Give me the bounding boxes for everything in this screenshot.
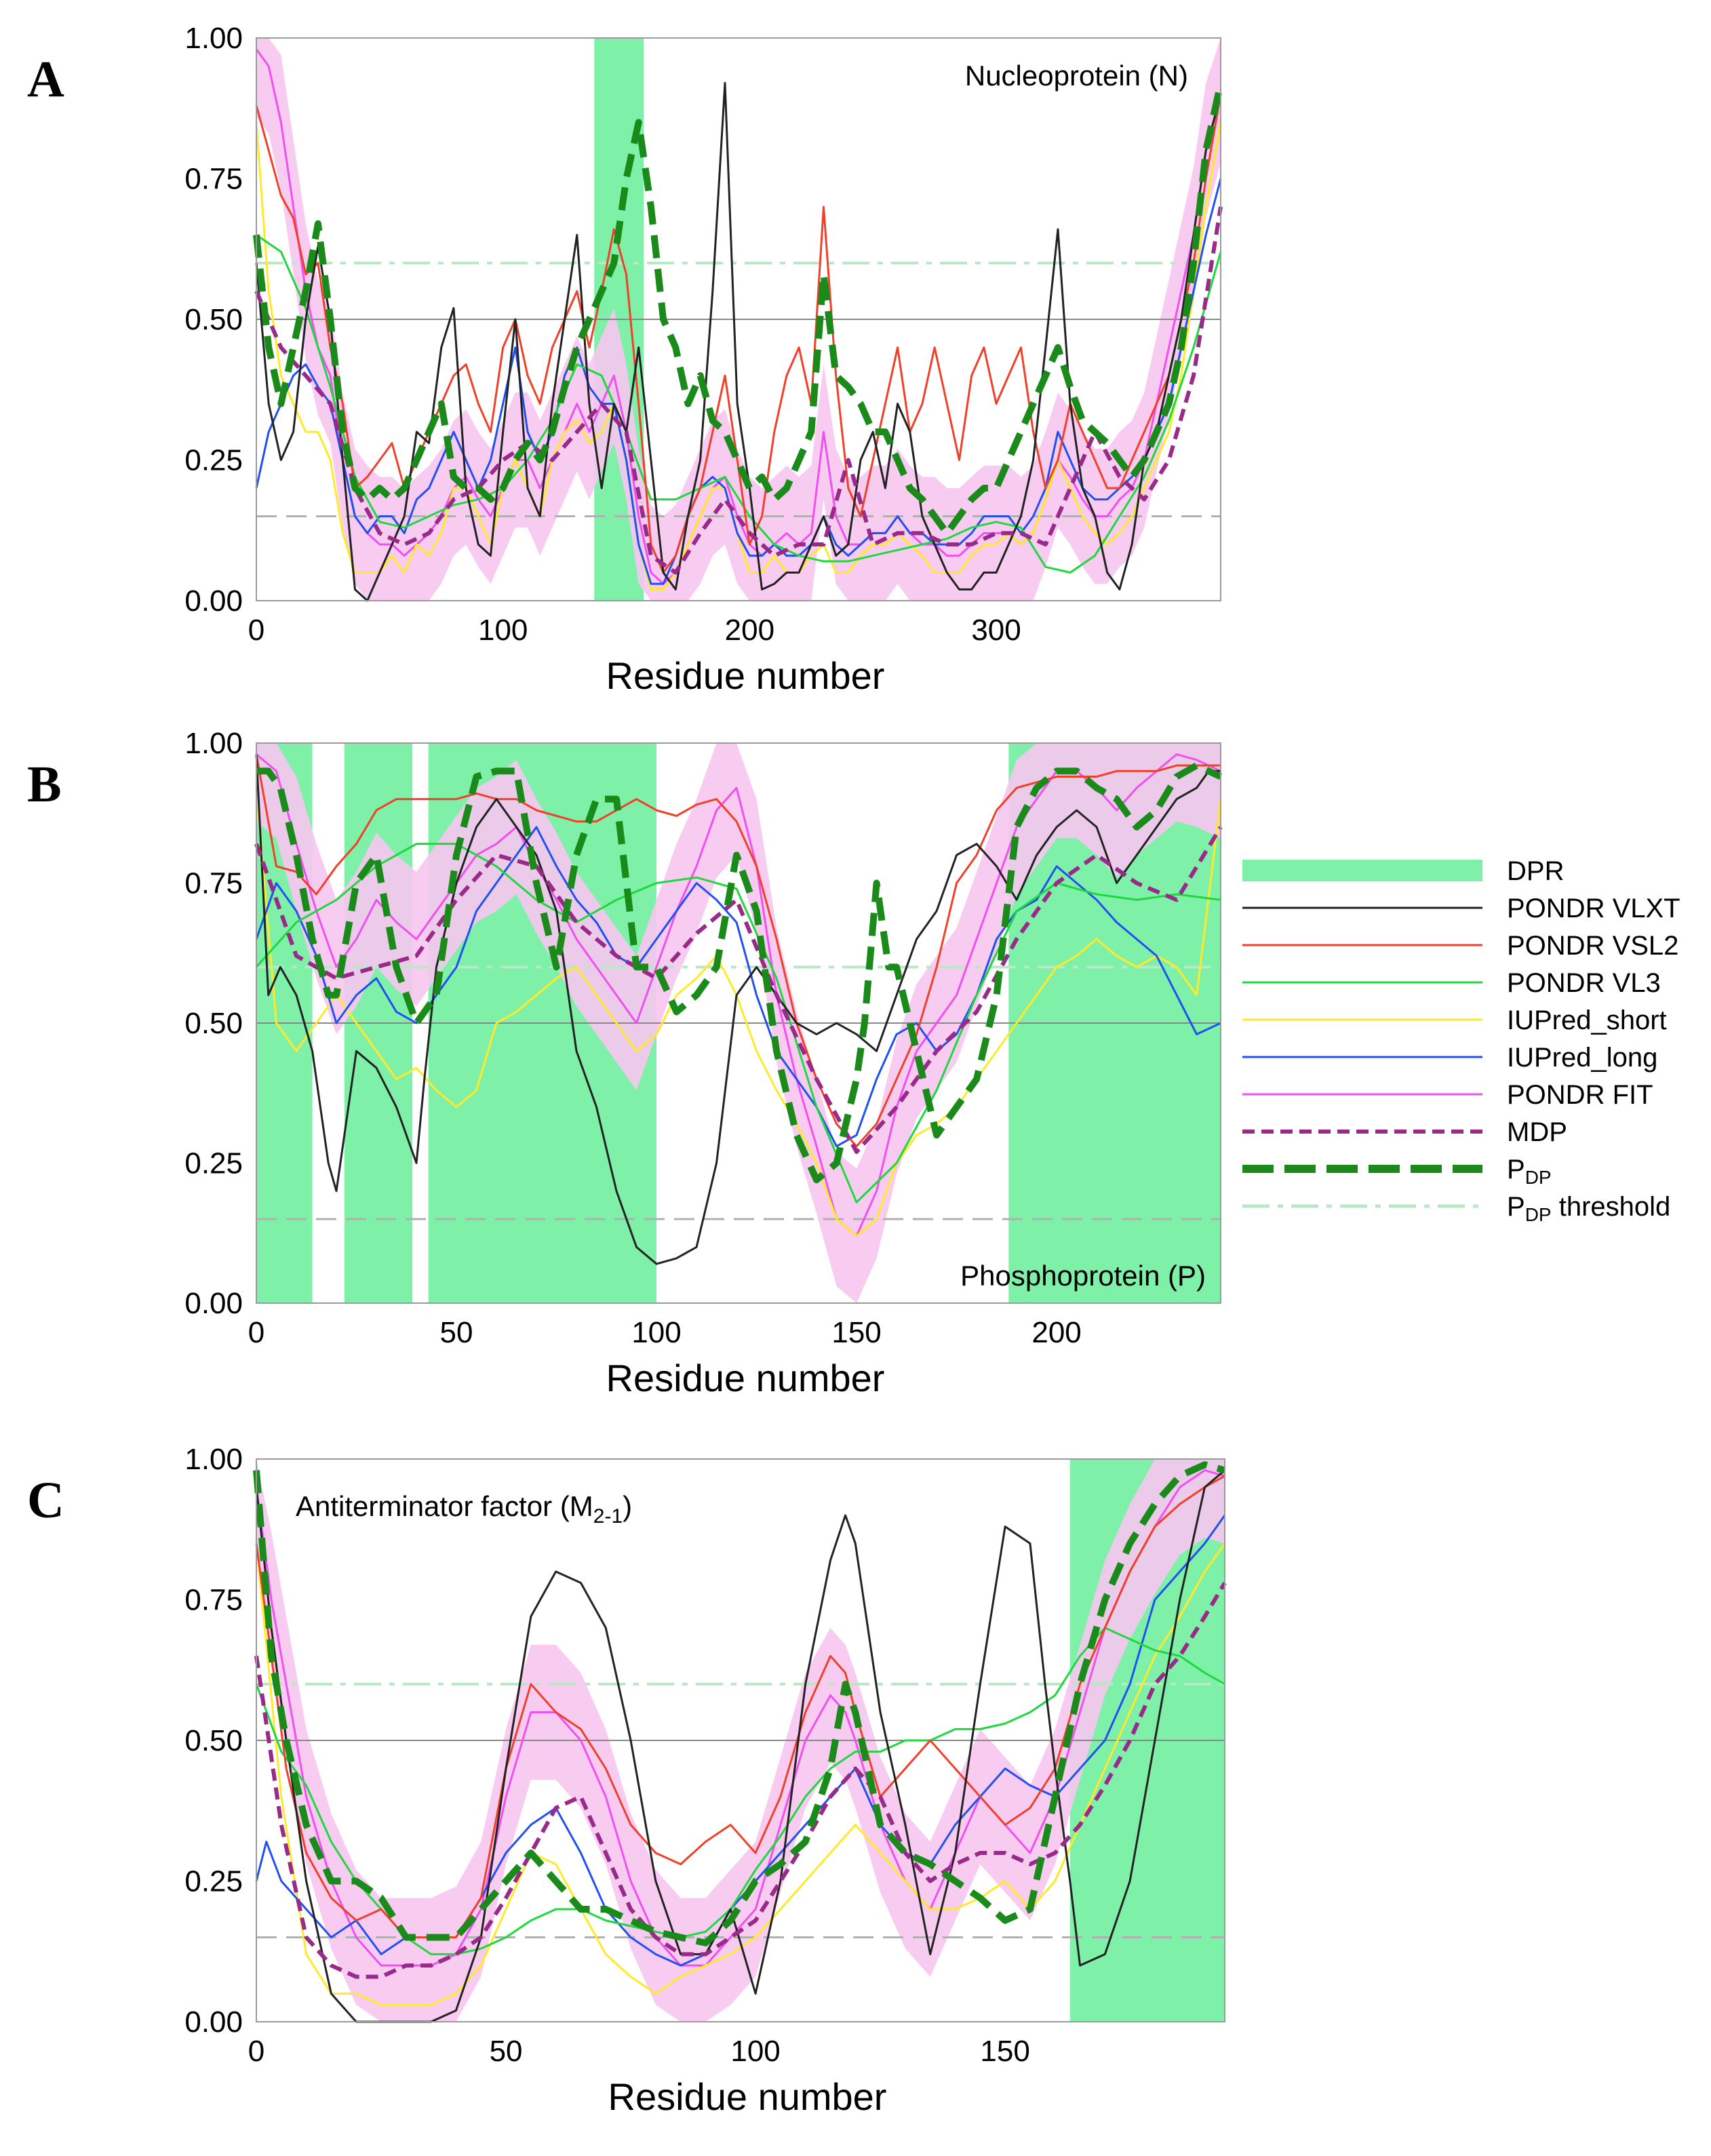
series-line-pondr-vlxt: [255, 81, 1222, 602]
legend-item-iupred-long: IUPred_long: [1242, 1043, 1657, 1073]
x-tick-label: 200: [1031, 1316, 1081, 1349]
legend-item-pondr-vsl2: PONDR VSL2: [1242, 931, 1678, 961]
y-tick-label: 0.25: [184, 444, 243, 477]
plot-frame: [256, 37, 1221, 601]
legend-swatch-band: [1242, 860, 1482, 881]
pondr-fit-error-band: [256, 1459, 1225, 2022]
y-tick-label: 0.00: [184, 584, 243, 618]
panel-c: C 0.00 0.25 0.50 0.75 1.00 0 50 100 150 Residue nu…: [27, 1443, 1227, 2118]
panel-letter: C: [27, 1472, 64, 1529]
x-tick-label: 200: [725, 614, 774, 647]
legend-item-iupred-short: IUPred_short: [1242, 1005, 1667, 1035]
legend-item-pondr-vlxt: PONDR VLXT: [1242, 894, 1680, 923]
y-tick-label: 0.50: [184, 1007, 243, 1040]
panel-b: B 0.00 0.25 0.50 0.75 1.00 0 50 100 150 200 Residue…: [27, 727, 1223, 1399]
panel-title: Nucleoprotein (N): [965, 60, 1188, 92]
y-tick-label: 0.25: [184, 1147, 243, 1180]
legend-item-pondr-fit: PONDR FIT: [1242, 1080, 1653, 1110]
x-axis-label: Residue number: [606, 1357, 885, 1399]
y-tick-label: 0.50: [184, 1724, 243, 1757]
legend-item-pondr-vl3: PONDR VL3: [1242, 968, 1661, 998]
legend-label: PONDR VSL2: [1507, 931, 1678, 961]
x-tick-label: 100: [478, 614, 528, 647]
series-line-iupred-short: [255, 1542, 1226, 2006]
legend-item-p-dp: PDP: [1242, 1155, 1552, 1188]
legend-item-dpr: DPR: [1242, 856, 1564, 886]
panel-title: Antiterminator factor (M2-1): [296, 1490, 632, 1528]
legend-label: PDP threshold: [1507, 1192, 1670, 1225]
series-line-pondr-vlxt: [255, 754, 1221, 1265]
x-tick-label: 150: [980, 2035, 1029, 2068]
legend-label: MDP: [1507, 1117, 1567, 1147]
panel-a: A 0.00 0.25 0.50 0.75 1.00 0 100 200 300 Residue n…: [27, 22, 1224, 697]
series-line-p-dp: [256, 762, 1223, 1184]
panel-letter: A: [27, 51, 64, 108]
plot-frame: [256, 742, 1221, 1304]
series-line-mdp: [254, 826, 1223, 1154]
panel-title: Phosphoprotein (P): [960, 1260, 1206, 1292]
legend: DPR PONDR VLXT PONDR VSL2 PONDR VL3 IUPred_s…: [1242, 856, 1680, 1225]
x-tick-label: 0: [248, 614, 264, 647]
x-tick-label: 100: [631, 1316, 681, 1349]
legend-label: PONDR FIT: [1507, 1080, 1653, 1110]
series-line-iupred-long: [255, 826, 1221, 1148]
y-tick-label: 0.00: [184, 2005, 243, 2039]
series-line-mdp: [254, 206, 1223, 575]
series-line-pondr-vl3: [255, 1626, 1225, 1955]
x-tick-label: 0: [248, 1316, 264, 1349]
y-tick-label: 1.00: [184, 727, 243, 760]
series-line-pondr-vl3: [256, 234, 1222, 574]
x-tick-label: 50: [490, 2035, 523, 2068]
y-tick-label: 0.75: [184, 867, 243, 900]
x-tick-label: 50: [440, 1316, 473, 1349]
series-line-iupred-long: [255, 178, 1222, 585]
x-axis-label: Residue number: [606, 654, 885, 697]
y-tick-label: 1.00: [184, 1443, 243, 1476]
legend-label: IUPred_short: [1507, 1005, 1667, 1035]
legend-label: PDP: [1507, 1155, 1552, 1188]
legend-label: PONDR VLXT: [1507, 894, 1680, 923]
x-tick-label: 100: [730, 2035, 780, 2068]
legend-label: PONDR VL3: [1507, 968, 1661, 998]
series-line-mdp: [254, 1582, 1227, 1979]
y-tick-label: 0.75: [184, 1584, 243, 1617]
plot-frame: [256, 1458, 1225, 2022]
legend-label: IUPred_long: [1507, 1043, 1657, 1073]
x-tick-label: 300: [971, 614, 1021, 647]
series-line-pondr-vsl2: [255, 754, 1221, 1148]
y-tick-label: 0.25: [184, 1865, 243, 1898]
x-tick-label: 150: [831, 1316, 881, 1349]
legend-item-mdp: MDP: [1242, 1117, 1567, 1147]
y-tick-label: 0.00: [184, 1287, 243, 1320]
series-line-p-dp: [253, 1461, 1226, 1947]
legend-item-p-dp-threshold: PDP threshold: [1242, 1192, 1670, 1225]
y-tick-label: 1.00: [184, 22, 243, 55]
panel-letter: B: [27, 756, 62, 813]
y-tick-label: 0.50: [184, 303, 243, 336]
legend-label: DPR: [1507, 856, 1564, 886]
pondr-fit-error-band: [256, 38, 1221, 601]
x-axis-label: Residue number: [608, 2075, 887, 2118]
x-tick-label: 0: [248, 2035, 264, 2068]
y-tick-label: 0.75: [184, 163, 243, 196]
series-line-p-dp: [253, 82, 1224, 537]
